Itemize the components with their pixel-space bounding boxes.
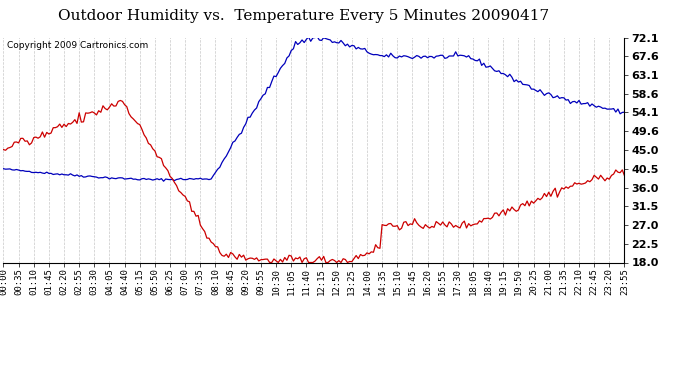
- Text: Copyright 2009 Cartronics.com: Copyright 2009 Cartronics.com: [7, 41, 148, 50]
- Text: Outdoor Humidity vs.  Temperature Every 5 Minutes 20090417: Outdoor Humidity vs. Temperature Every 5…: [58, 9, 549, 23]
